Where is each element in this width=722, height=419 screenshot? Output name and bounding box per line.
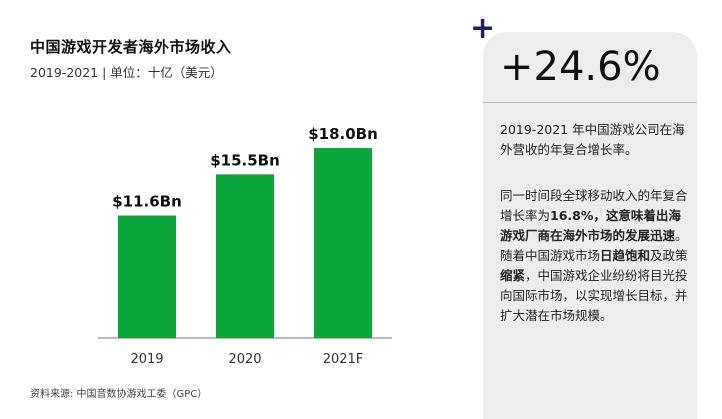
highlight-panel	[483, 32, 697, 419]
bar-2020	[216, 174, 274, 338]
context-text-2: 16.8%，这意味着出海游戏厂商在海外市场的发展迅速	[500, 208, 681, 243]
context-text-5: 及政策	[650, 248, 688, 263]
context-text-3: 。随着中国游戏市场	[500, 228, 688, 263]
x-tick-2019: 2019	[130, 352, 163, 367]
context-text-7: ，中国游戏企业纷纷将目光投向国际市场，以实现增长目标，并扩大潜在市场规模。	[500, 268, 688, 323]
market-context-text: 同一时间段全球移动收入的年复合增长率为16.8%，这意味着出海游戏厂商在海外市场…	[500, 186, 690, 326]
plus-icon: +	[470, 11, 496, 46]
bar-2021F	[314, 148, 372, 338]
data-label-2020: $15.5Bn	[210, 151, 280, 169]
data-label-2021F: $18.0Bn	[308, 125, 378, 143]
context-text-6: 缩紧	[500, 268, 526, 283]
context-text-1: 同一时间段全球移动收入的年复合增长率为	[500, 188, 688, 223]
chart-subtitle: 2019-2021 | 单位：十亿（美元）	[30, 65, 223, 80]
data-label-2019: $11.6Bn	[112, 193, 182, 211]
x-tick-2020: 2020	[228, 352, 261, 367]
x-tick-2021F: 2021F	[323, 352, 364, 367]
bar-2019	[118, 215, 176, 338]
chart-title: 中国游戏开发者海外市场收入	[30, 38, 232, 56]
panel-divider	[483, 102, 697, 103]
source-note: 资料来源: 中国音数协游戏工委（GPC）	[30, 389, 208, 400]
growth-rate-description: 2019-2021 年中国游戏公司在海外营收的年复合增长率。	[500, 122, 685, 157]
context-text-4: 日趋饱和	[600, 248, 651, 263]
bar-chart: $11.6Bn 2019 $15.5Bn 2020 $18.0Bn 2021F	[98, 125, 392, 367]
growth-rate-headline: +24.6%	[500, 44, 661, 90]
